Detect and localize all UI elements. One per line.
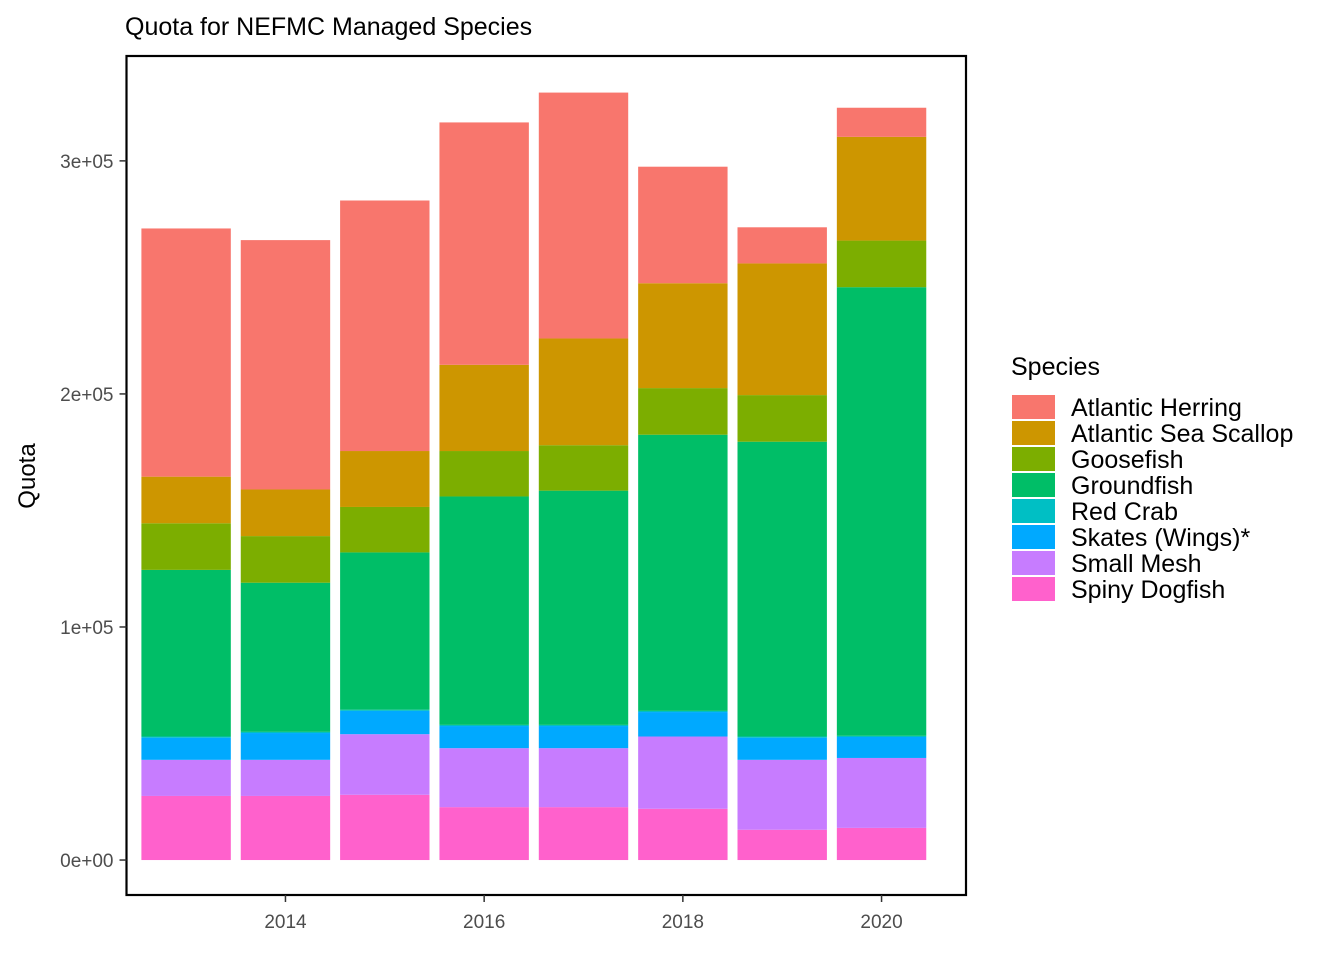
panel-border: [125, 54, 968, 897]
bar-groundfish-2018: [638, 434, 728, 711]
bar-groundfish-2020: [836, 287, 927, 736]
bar-spiny-dogfish-2020: [836, 827, 927, 861]
bar-goosefish-2015: [340, 506, 430, 553]
legend-label-atlantic-herring: Atlantic Herring: [1071, 394, 1242, 422]
bar-skates-wings-2020: [836, 736, 927, 758]
bar-groundfish-2016: [439, 496, 529, 725]
bars-layer: [141, 92, 927, 861]
legend-label-skates-wings: Skates (Wings)*: [1071, 524, 1250, 552]
x-tick-label: 2018: [662, 912, 704, 933]
y-tick-label: 1e+05: [60, 618, 113, 639]
bar-spiny-dogfish-2018: [638, 808, 728, 861]
bar-atlantic-herring-2020: [836, 107, 927, 137]
bar-small-mesh-2018: [638, 736, 728, 809]
legend-swatch-small-mesh: [1012, 551, 1055, 575]
bar-atlantic-sea-scallop-2013: [141, 476, 231, 524]
bar-skates-wings-2013: [141, 737, 231, 760]
bar-atlantic-herring-2014: [240, 240, 331, 490]
bar-skates-wings-2018: [638, 712, 728, 737]
bar-small-mesh-2016: [439, 748, 529, 808]
bar-small-mesh-2017: [538, 748, 629, 808]
legend-swatch-goosefish: [1012, 447, 1055, 471]
bar-skates-wings-2017: [538, 726, 629, 749]
bar-spiny-dogfish-2014: [240, 795, 331, 861]
bar-groundfish-2015: [340, 552, 430, 710]
bar-goosefish-2018: [638, 388, 728, 435]
legend-swatch-spiny-dogfish: [1012, 577, 1055, 601]
bar-small-mesh-2015: [340, 734, 430, 795]
x-axis: 2014 2016 2018 2020: [264, 895, 903, 933]
legend-label-goosefish: Goosefish: [1071, 446, 1184, 474]
legend-swatch-red-crab: [1012, 499, 1055, 523]
legend-label-spiny-dogfish: Spiny Dogfish: [1071, 576, 1225, 604]
bar-red-crab-2016: [439, 724, 529, 727]
bar-small-mesh-2013: [141, 759, 231, 796]
y-tick-label: 3e+05: [60, 152, 113, 173]
bar-spiny-dogfish-2019: [737, 829, 827, 861]
bar-atlantic-sea-scallop-2015: [340, 451, 430, 507]
bar-groundfish-2019: [737, 441, 827, 737]
bar-atlantic-sea-scallop-2017: [538, 338, 629, 446]
legend-swatch-atlantic-herring: [1012, 395, 1055, 419]
bar-skates-wings-2015: [340, 710, 430, 735]
legend-label-atlantic-sea-scallop: Atlantic Sea Scallop: [1071, 420, 1293, 448]
legend-title: Species: [1011, 353, 1100, 381]
x-tick-label: 2020: [860, 912, 902, 933]
bar-skates-wings-2016: [439, 726, 529, 749]
bar-atlantic-herring-2019: [737, 227, 827, 264]
bar-spiny-dogfish-2015: [340, 794, 430, 861]
bar-red-crab-2019: [737, 736, 827, 738]
bar-atlantic-herring-2016: [439, 122, 529, 365]
legend-label-groundfish: Groundfish: [1071, 472, 1193, 500]
chart-title: Quota for NEFMC Managed Species: [125, 13, 532, 41]
y-axis: 0e+00 1e+05 2e+05 3e+05: [60, 152, 127, 872]
bar-goosefish-2017: [538, 445, 629, 491]
bar-spiny-dogfish-2016: [439, 807, 529, 861]
bar-goosefish-2016: [439, 451, 529, 497]
bar-atlantic-herring-2015: [340, 200, 430, 452]
bar-atlantic-sea-scallop-2020: [836, 136, 927, 241]
y-tick-label: 0e+00: [60, 851, 113, 872]
bar-atlantic-herring-2013: [141, 228, 231, 477]
bar-red-crab-2020: [836, 735, 927, 737]
bar-goosefish-2014: [240, 536, 331, 583]
bar-groundfish-2014: [240, 582, 331, 732]
x-tick-label: 2014: [264, 912, 307, 933]
bar-atlantic-sea-scallop-2018: [638, 283, 728, 389]
legend-label-small-mesh: Small Mesh: [1071, 550, 1202, 578]
bar-goosefish-2019: [737, 395, 827, 442]
y-axis-title: Quota: [14, 443, 41, 509]
bar-spiny-dogfish-2013: [141, 795, 231, 861]
legend-swatch-groundfish: [1012, 473, 1055, 497]
bar-small-mesh-2014: [240, 759, 331, 796]
bar-goosefish-2013: [141, 523, 231, 570]
bar-atlantic-herring-2017: [538, 92, 629, 339]
bar-red-crab-2018: [638, 710, 728, 713]
bar-atlantic-sea-scallop-2016: [439, 364, 529, 452]
bar-red-crab-2013: [141, 736, 231, 738]
bar-groundfish-2017: [538, 490, 629, 725]
bar-red-crab-2017: [538, 724, 629, 727]
legend-swatch-skates-wings: [1012, 525, 1055, 549]
bar-skates-wings-2014: [240, 733, 331, 760]
x-tick-label: 2016: [463, 912, 505, 933]
bar-small-mesh-2019: [737, 759, 827, 830]
legend-label-red-crab: Red Crab: [1071, 498, 1178, 526]
bar-small-mesh-2020: [836, 757, 927, 828]
bar-atlantic-herring-2018: [638, 166, 728, 284]
bar-atlantic-sea-scallop-2014: [240, 489, 331, 537]
legend-swatch-atlantic-sea-scallop: [1012, 421, 1055, 445]
bar-spiny-dogfish-2017: [538, 807, 629, 861]
y-tick-label: 2e+05: [60, 385, 113, 406]
bar-red-crab-2014: [240, 731, 331, 734]
bar-red-crab-2015: [340, 709, 430, 711]
bar-skates-wings-2019: [737, 737, 827, 760]
bar-atlantic-sea-scallop-2019: [737, 263, 827, 396]
bar-goosefish-2020: [836, 240, 927, 288]
bar-groundfish-2013: [141, 569, 231, 737]
